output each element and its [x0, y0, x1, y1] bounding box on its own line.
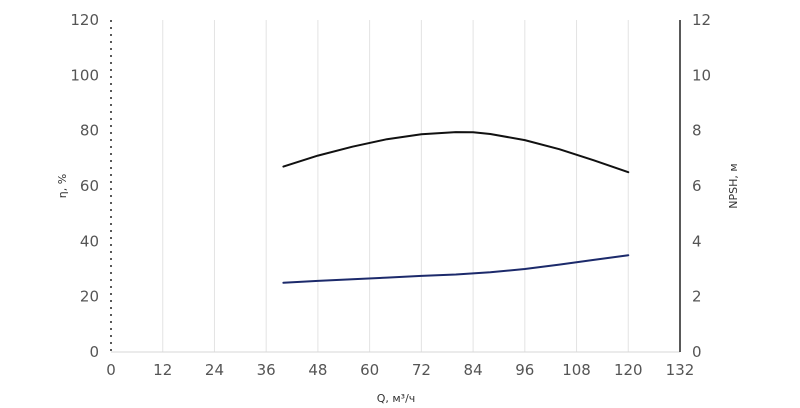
x-tick-label: 108: [562, 361, 591, 379]
x-ticks: 0 12 24 36 48 60 72 84 96 108 120 132: [106, 361, 694, 379]
left-y-tick-label: 40: [80, 232, 99, 250]
x-tick-label: 12: [153, 361, 172, 379]
x-tick-label: 36: [257, 361, 276, 379]
right-y-tick-label: 10: [692, 66, 711, 84]
series: [282, 131, 630, 284]
x-tick-label: 132: [666, 361, 695, 379]
efficiency-curve-line: [282, 131, 630, 174]
left-y-tick-label: 60: [80, 177, 99, 195]
npsh-curve-line: [282, 254, 630, 284]
left-y-ticks: 0 20 40 60 80 100 120: [70, 11, 99, 361]
right-y-tick-label: 0: [692, 343, 702, 361]
grid: [162, 20, 629, 352]
right-y-tick-label: 8: [692, 122, 702, 140]
right-y-tick-label: 6: [692, 177, 702, 195]
right-y-tick-label: 12: [692, 11, 711, 29]
left-y-axis-title: η, %: [56, 174, 69, 198]
right-y-tick-label: 4: [692, 232, 702, 250]
x-tick-label: 96: [515, 361, 534, 379]
x-tick-label: 48: [308, 361, 327, 379]
x-tick-label: 72: [412, 361, 431, 379]
right-y-ticks: 0 2 4 6 8 10 12: [692, 11, 711, 361]
x-tick-label: 0: [106, 361, 116, 379]
left-y-tick-label: 120: [70, 11, 99, 29]
x-axis-title: Q, м³/ч: [377, 392, 416, 405]
x-tick-label: 24: [205, 361, 224, 379]
left-y-tick-label: 20: [80, 288, 99, 306]
left-y-tick-label: 100: [70, 66, 99, 84]
axes: [110, 20, 681, 353]
x-tick-label: 60: [360, 361, 379, 379]
left-y-tick-label: 0: [89, 343, 99, 361]
right-y-tick-label: 2: [692, 288, 702, 306]
x-tick-label: 84: [464, 361, 483, 379]
right-y-axis-title: NPSH, м: [727, 163, 740, 208]
left-y-tick-label: 80: [80, 122, 99, 140]
x-tick-label: 120: [614, 361, 643, 379]
